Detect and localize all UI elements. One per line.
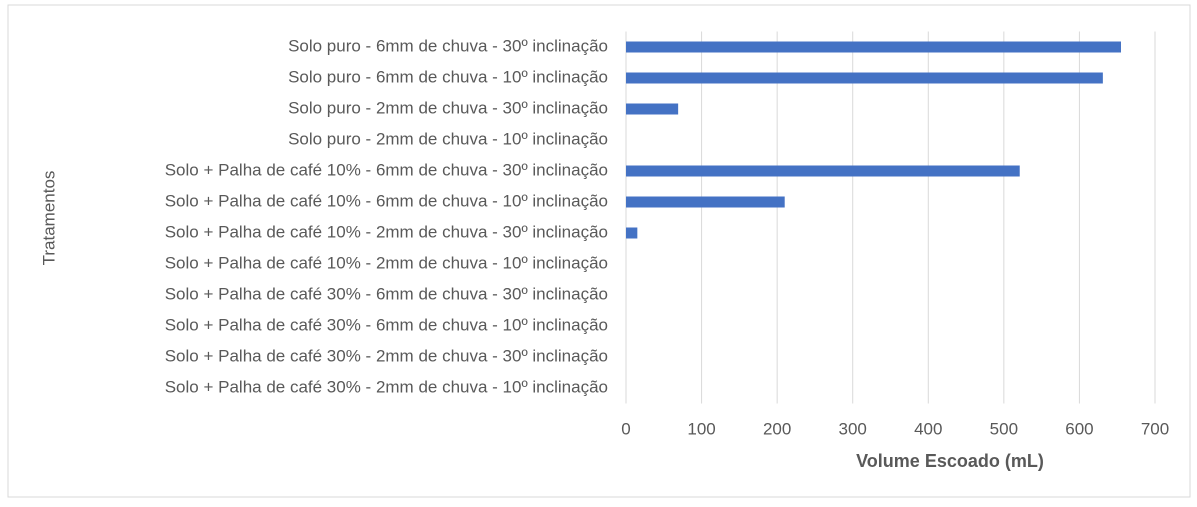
- y-tick-label: Solo puro - 6mm de chuva - 30º inclinaçã…: [288, 36, 608, 55]
- y-tick-label: Solo + Palha de café 10% - 2mm de chuva …: [165, 253, 608, 272]
- x-tick-label: 400: [914, 419, 942, 438]
- chart-frame: [7, 4, 1191, 498]
- y-tick-label: Solo puro - 6mm de chuva - 10º inclinaçã…: [288, 67, 608, 86]
- y-tick-label: Solo + Palha de café 10% - 6mm de chuva …: [165, 160, 608, 179]
- bar: [626, 196, 785, 208]
- bar: [626, 41, 1121, 53]
- x-axis-title: Volume Escoado (mL): [856, 451, 1044, 471]
- x-tick-label: 0: [621, 419, 630, 438]
- y-tick-label: Solo + Palha de café 30% - 2mm de chuva …: [165, 377, 608, 396]
- y-tick-label: Solo + Palha de café 30% - 2mm de chuva …: [165, 346, 608, 365]
- x-tick-label: 600: [1065, 419, 1093, 438]
- bar: [626, 227, 638, 239]
- y-tick-label: Solo + Palha de café 30% - 6mm de chuva …: [165, 315, 608, 334]
- bar: [626, 103, 679, 115]
- y-tick-label: Solo puro - 2mm de chuva - 30º inclinaçã…: [288, 98, 608, 117]
- x-tick-label: 700: [1141, 419, 1169, 438]
- bar: [626, 72, 1103, 84]
- y-tick-label: Solo puro - 2mm de chuva - 10º inclinaçã…: [288, 129, 608, 148]
- x-tick-label: 100: [687, 419, 715, 438]
- y-tick-label: Solo + Palha de café 10% - 2mm de chuva …: [165, 222, 608, 241]
- x-tick-label: 200: [763, 419, 791, 438]
- bar: [626, 165, 1020, 177]
- y-tick-label: Solo + Palha de café 30% - 6mm de chuva …: [165, 284, 608, 303]
- x-tick-label: 500: [990, 419, 1018, 438]
- x-tick-label: 300: [839, 419, 867, 438]
- y-tick-label: Solo + Palha de café 10% - 6mm de chuva …: [165, 191, 608, 210]
- y-axis-title: Tratamentos: [39, 171, 58, 266]
